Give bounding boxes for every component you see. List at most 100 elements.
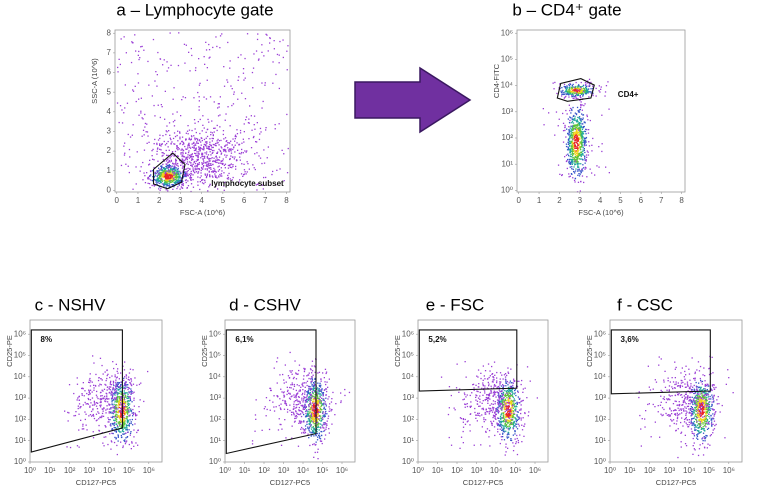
event-dot: [178, 184, 180, 186]
event-dot: [230, 150, 232, 152]
event-dot: [117, 368, 119, 370]
event-dot: [272, 61, 274, 63]
event-dot: [318, 409, 320, 411]
event-dot: [591, 150, 593, 152]
event-dot: [252, 67, 255, 69]
event-dot: [508, 420, 511, 422]
event-dot: [570, 92, 572, 94]
event-dot: [308, 412, 310, 415]
event-dot: [77, 397, 79, 399]
event-dot: [207, 145, 210, 148]
event-dot: [298, 409, 300, 411]
event-dot: [116, 421, 118, 423]
event-dot: [126, 427, 128, 429]
event-dot: [500, 381, 502, 383]
event-dot: [309, 397, 312, 399]
event-dot: [584, 168, 586, 170]
event-dot: [112, 416, 114, 418]
event-dot: [254, 430, 256, 432]
event-dot: [190, 47, 192, 50]
event-dot: [291, 373, 293, 375]
event-dot: [567, 146, 569, 148]
event-dot: [173, 170, 175, 173]
event-dot: [578, 117, 580, 119]
event-dot: [117, 393, 120, 395]
event-dot: [237, 79, 239, 81]
event-dot: [154, 138, 156, 141]
event-dot: [581, 152, 583, 155]
event-dot: [577, 129, 579, 131]
event-dot: [287, 147, 289, 150]
event-dot: [117, 395, 119, 398]
event-dot: [179, 188, 181, 190]
event-dot: [501, 395, 503, 397]
event-dot: [575, 127, 578, 129]
event-dot: [504, 395, 507, 397]
event-dot: [74, 414, 77, 417]
event-dot: [125, 52, 127, 54]
event-dot: [327, 415, 330, 417]
event-dot: [319, 399, 321, 401]
event-dot: [577, 88, 579, 90]
event-dot: [576, 121, 578, 123]
event-dot: [185, 158, 187, 160]
event-dot: [110, 423, 112, 425]
event-dot: [340, 400, 342, 402]
event-dot: [117, 426, 119, 428]
event-dot: [571, 108, 573, 110]
event-dot: [579, 130, 582, 132]
event-dot: [578, 124, 581, 126]
event-dot: [222, 130, 225, 132]
event-dot: [507, 406, 509, 408]
event-dot: [566, 86, 568, 88]
event-dot: [229, 67, 231, 69]
event-dot: [202, 115, 204, 117]
event-dot: [284, 401, 287, 403]
event-dot: [326, 381, 328, 383]
event-dot: [117, 411, 119, 413]
event-dot: [204, 174, 207, 176]
event-dot: [212, 46, 214, 49]
event-dot: [128, 376, 130, 378]
event-dot: [259, 127, 262, 130]
event-dot: [122, 421, 124, 423]
event-dot: [165, 179, 168, 182]
event-dot: [577, 134, 579, 136]
event-dot: [181, 184, 183, 186]
event-dot: [172, 177, 175, 179]
event-dot: [307, 390, 309, 392]
event-dot: [591, 172, 593, 174]
event-dot: [506, 414, 508, 417]
event-dot: [576, 146, 578, 148]
event-dot: [564, 86, 566, 88]
event-dot: [247, 122, 250, 124]
event-dot: [512, 422, 514, 424]
event-dot: [191, 154, 193, 156]
event-dot: [135, 442, 137, 444]
event-dot: [524, 423, 526, 425]
event-dot: [136, 384, 138, 386]
event-dot: [301, 394, 303, 396]
event-dot: [175, 169, 177, 171]
event-dot: [173, 165, 175, 167]
event-dot: [577, 164, 579, 166]
event-dot: [125, 441, 127, 443]
event-dot: [321, 434, 323, 437]
event-dot: [580, 106, 582, 109]
event-dot: [170, 170, 172, 172]
event-dot: [590, 92, 592, 94]
event-dot: [313, 398, 315, 400]
event-dot: [217, 151, 219, 153]
y-tick-label: 7: [107, 48, 112, 57]
event-dot: [208, 162, 210, 165]
event-dot: [111, 422, 114, 425]
event-dot: [571, 84, 573, 87]
event-dot: [319, 401, 322, 403]
event-dot: [605, 85, 608, 87]
event-dot: [89, 393, 91, 395]
event-dot: [208, 57, 210, 59]
event-dot: [261, 162, 263, 165]
event-dot: [130, 393, 132, 395]
event-dot: [187, 185, 190, 187]
event-dot: [576, 151, 578, 154]
